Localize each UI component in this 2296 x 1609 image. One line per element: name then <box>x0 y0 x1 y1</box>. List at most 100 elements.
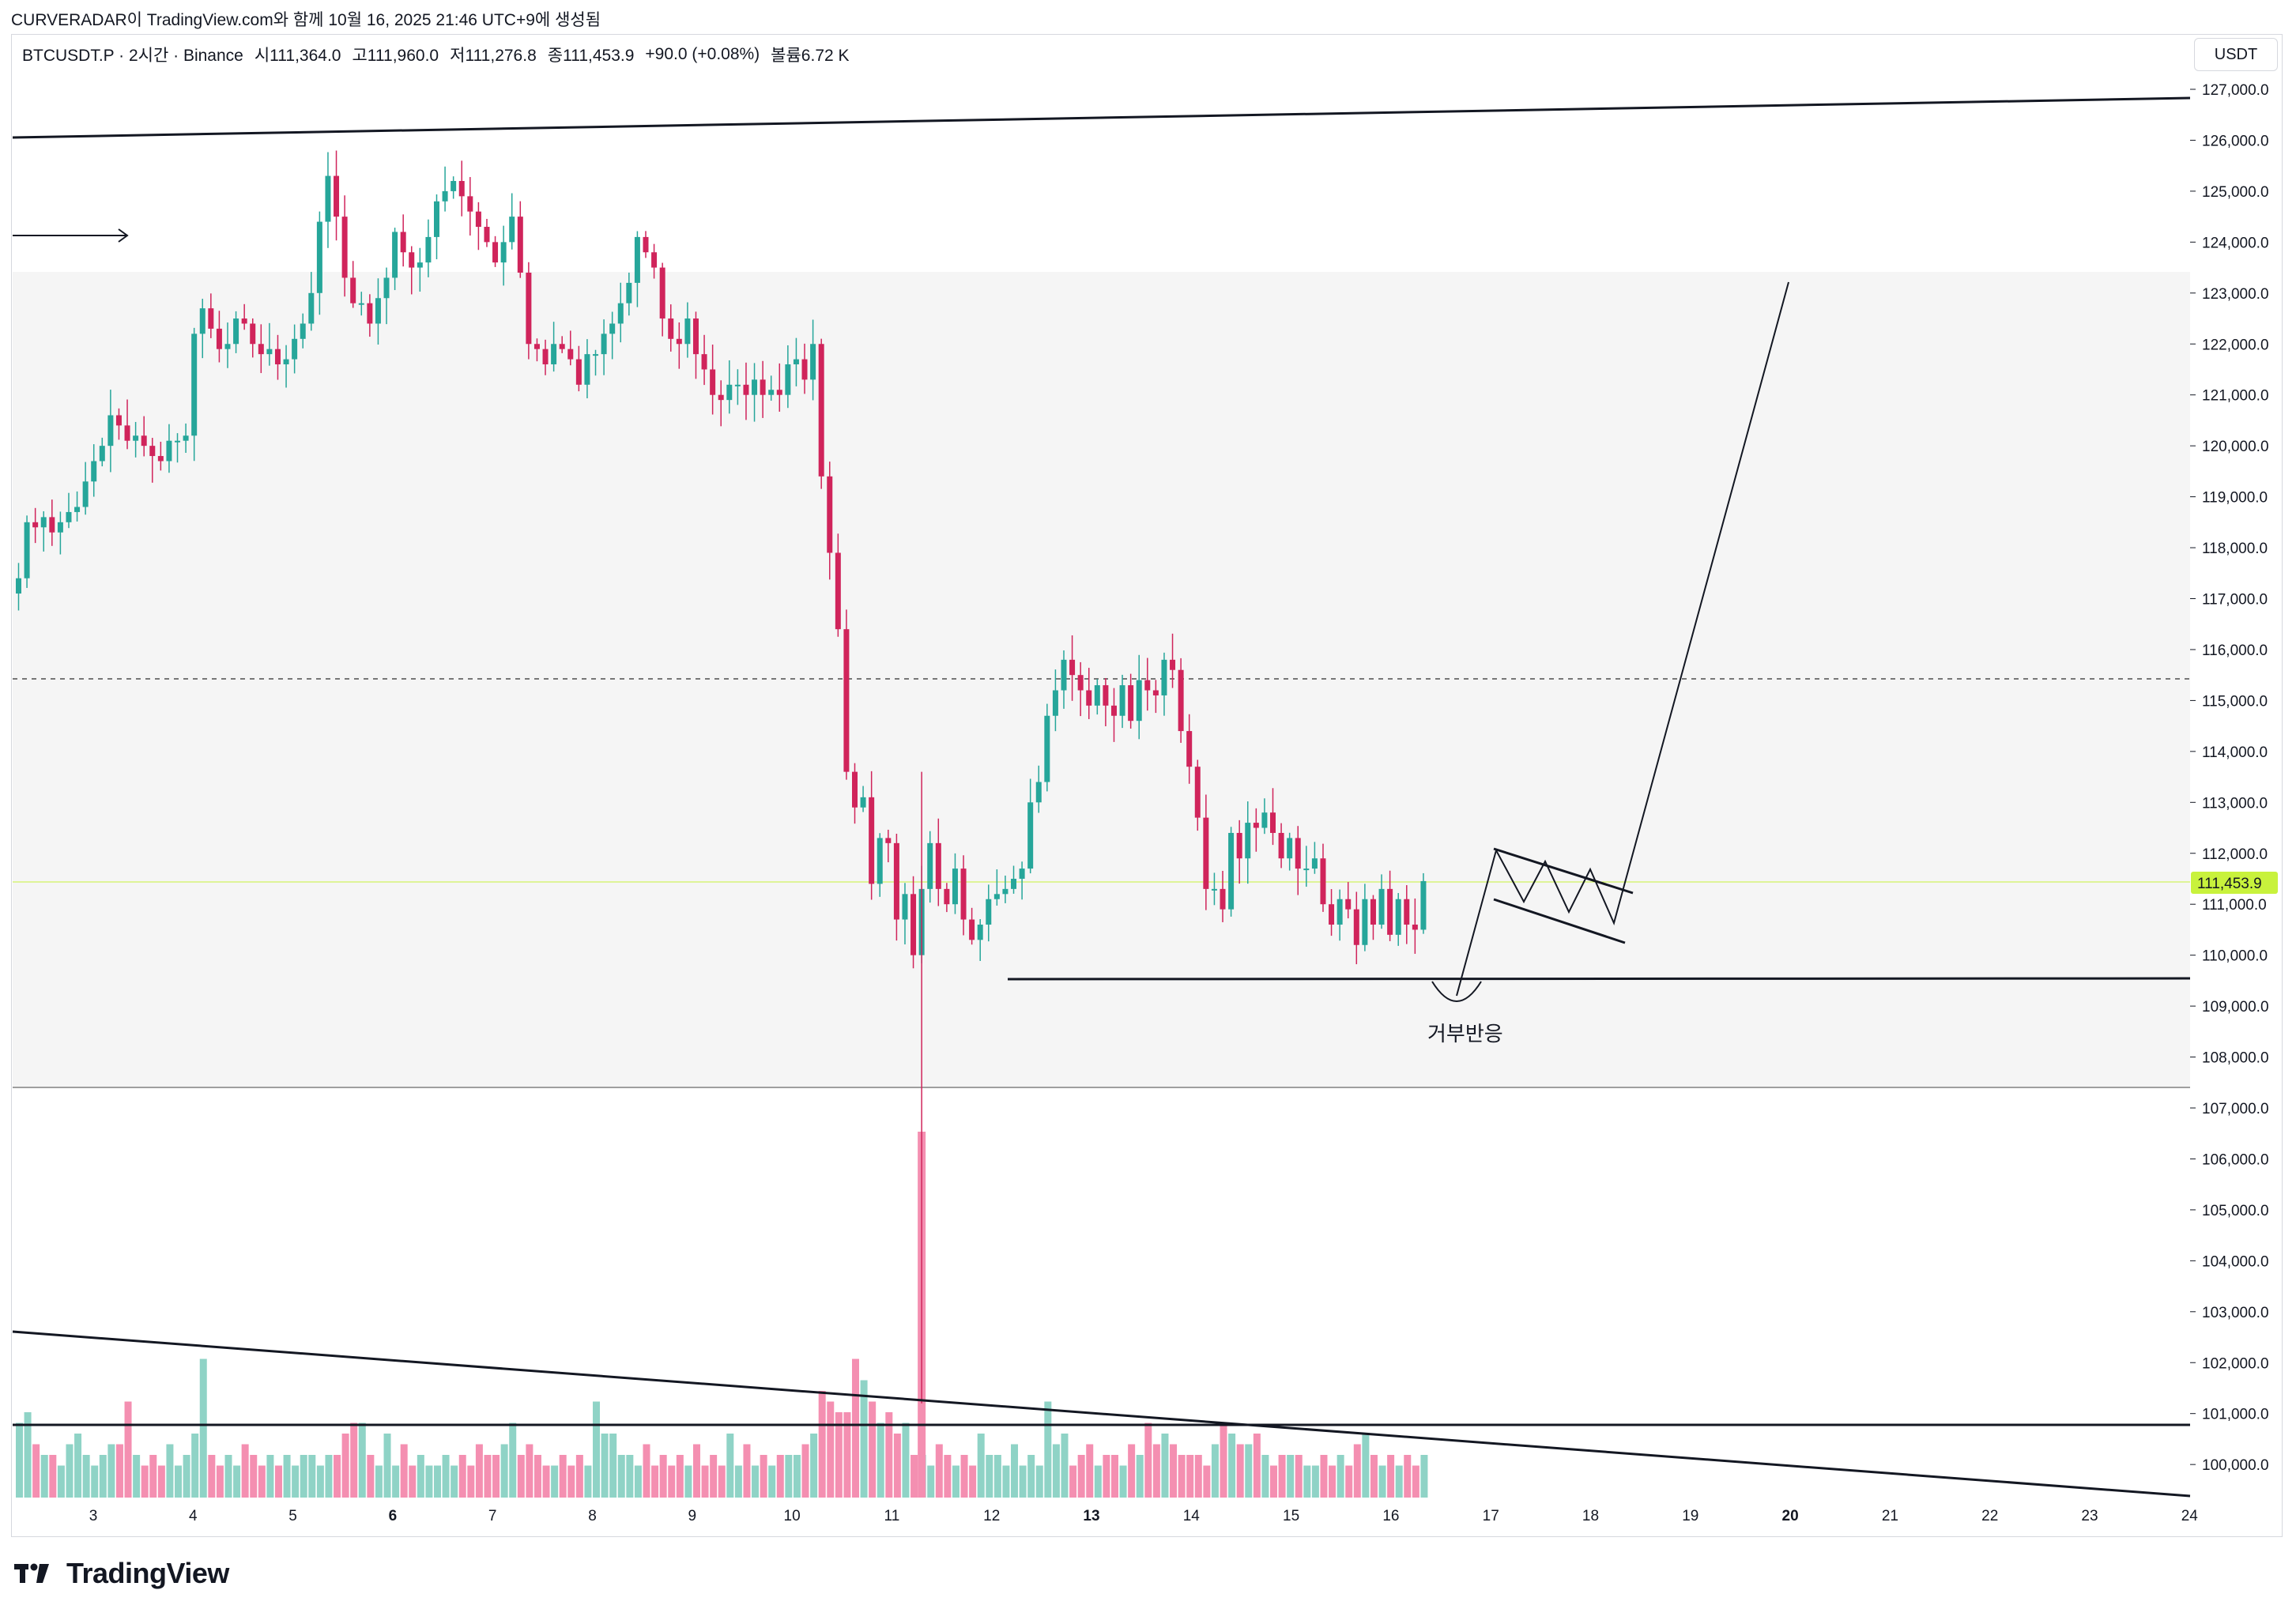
volume-bar <box>358 1422 366 1498</box>
candle-body <box>409 252 415 268</box>
lower-trendline[interactable] <box>12 1330 2191 1498</box>
volume-bar <box>57 1465 65 1498</box>
time-axis-label: 16 <box>1382 1508 1399 1524</box>
volume-bar <box>1011 1444 1019 1498</box>
candle-body <box>885 838 892 843</box>
price-axis-label: 108,000.0 <box>2202 1050 2269 1067</box>
volume-bar <box>1295 1455 1303 1498</box>
volume-bar <box>860 1380 868 1498</box>
candle-body <box>91 461 97 482</box>
price-axis-label: 123,000.0 <box>2202 286 2269 303</box>
price-axis-label: 106,000.0 <box>2202 1151 2269 1168</box>
candle-body <box>375 298 381 324</box>
symbol-info[interactable]: BTCUSDT.P · 2시간 · Binance <box>22 47 243 65</box>
volume-bar <box>258 1465 266 1498</box>
candle-body <box>626 282 632 303</box>
volume-bar <box>1186 1455 1194 1498</box>
volume-bar <box>634 1465 642 1498</box>
time-axis[interactable]: 3 4 5 6 7 8 9 10 11 12 13 14 15 16 17 18 19 20 21 22 23 24 <box>89 1508 2199 1524</box>
candle-body <box>66 511 72 522</box>
volume-bar <box>149 1455 157 1498</box>
candle-body <box>526 273 532 345</box>
candles <box>16 150 1427 1404</box>
volume-bar <box>1178 1455 1186 1498</box>
tradingview-brand[interactable]: TradingView <box>14 1557 229 1590</box>
candle-body <box>1136 680 1142 722</box>
volume-bar <box>776 1455 784 1498</box>
volume-bar <box>509 1422 517 1498</box>
volume-bar <box>1220 1422 1227 1498</box>
candle-body <box>124 425 130 441</box>
candle-body <box>852 771 858 808</box>
candle-body <box>1420 880 1427 930</box>
price-axis-label: 125,000.0 <box>2202 184 2269 201</box>
candle-body <box>392 232 398 278</box>
candle-body <box>1002 888 1009 895</box>
time-axis-label: 9 <box>688 1508 697 1524</box>
channel-top-line[interactable] <box>1493 847 1634 895</box>
volume-bar <box>601 1434 609 1498</box>
candle-body <box>734 384 741 386</box>
volume-bar <box>1387 1455 1395 1498</box>
candle-body <box>1220 888 1226 910</box>
volume-bar <box>692 1444 700 1498</box>
candle-body <box>776 390 782 395</box>
volume-bar <box>818 1391 826 1498</box>
support-line[interactable] <box>1007 977 2191 981</box>
volume-bar <box>467 1465 475 1498</box>
candle-body <box>334 175 340 217</box>
channel-bottom-line[interactable] <box>1493 898 1626 944</box>
candle-body <box>726 384 733 401</box>
candle-body <box>1378 888 1385 925</box>
price-axis-label: 127,000.0 <box>2202 82 2269 99</box>
candle-body <box>32 522 39 528</box>
candle-body <box>743 384 749 395</box>
candle-body <box>1094 685 1100 706</box>
candle-body <box>24 522 30 578</box>
candle-body <box>1412 924 1418 930</box>
price-axis-label: 101,000.0 <box>2202 1407 2269 1423</box>
candle-body <box>250 323 256 345</box>
volume-bar <box>1287 1455 1295 1498</box>
candle-body <box>935 842 941 889</box>
volume-bar <box>810 1434 818 1498</box>
price-axis[interactable]: 127,000.0 126,000.0 125,000.0 124,000.0 123,… <box>2190 82 2269 1474</box>
candle-body <box>1236 832 1242 859</box>
candle-body <box>458 181 465 197</box>
candle-body <box>216 328 222 349</box>
upper-trendline[interactable] <box>12 96 2191 139</box>
candle-body <box>500 242 507 263</box>
candle-body <box>308 292 315 324</box>
volume-bar <box>960 1455 968 1498</box>
candle-body <box>509 217 515 243</box>
candle-body <box>952 869 958 905</box>
candle-body <box>1186 731 1193 767</box>
volume-bar <box>752 1465 760 1498</box>
volume-bar <box>533 1455 541 1498</box>
candle-body <box>82 481 89 507</box>
volume-bar <box>542 1465 550 1498</box>
candle-body <box>183 435 189 441</box>
candle-body <box>977 924 983 940</box>
volume-bar <box>1002 1465 1010 1498</box>
volume-bar <box>216 1465 224 1498</box>
price-axis-label: 103,000.0 <box>2202 1305 2269 1321</box>
volume-bar <box>1345 1465 1353 1498</box>
candle-body <box>241 318 247 324</box>
volume-bar <box>827 1401 835 1498</box>
candle-body <box>1110 705 1117 716</box>
volume-bar <box>593 1401 601 1498</box>
projection-path[interactable] <box>1456 281 1789 997</box>
candle-body <box>1278 832 1284 859</box>
candle-body <box>692 318 699 355</box>
volume-bar <box>1253 1434 1261 1498</box>
volume-bar <box>124 1401 132 1498</box>
volume-bar <box>526 1444 533 1498</box>
candle-body <box>367 303 373 324</box>
candle-body <box>818 344 824 477</box>
currency-selector[interactable]: USDT <box>2194 38 2278 71</box>
candle-body <box>927 842 933 889</box>
volume-bar <box>1337 1455 1344 1498</box>
candle-body <box>266 349 273 355</box>
